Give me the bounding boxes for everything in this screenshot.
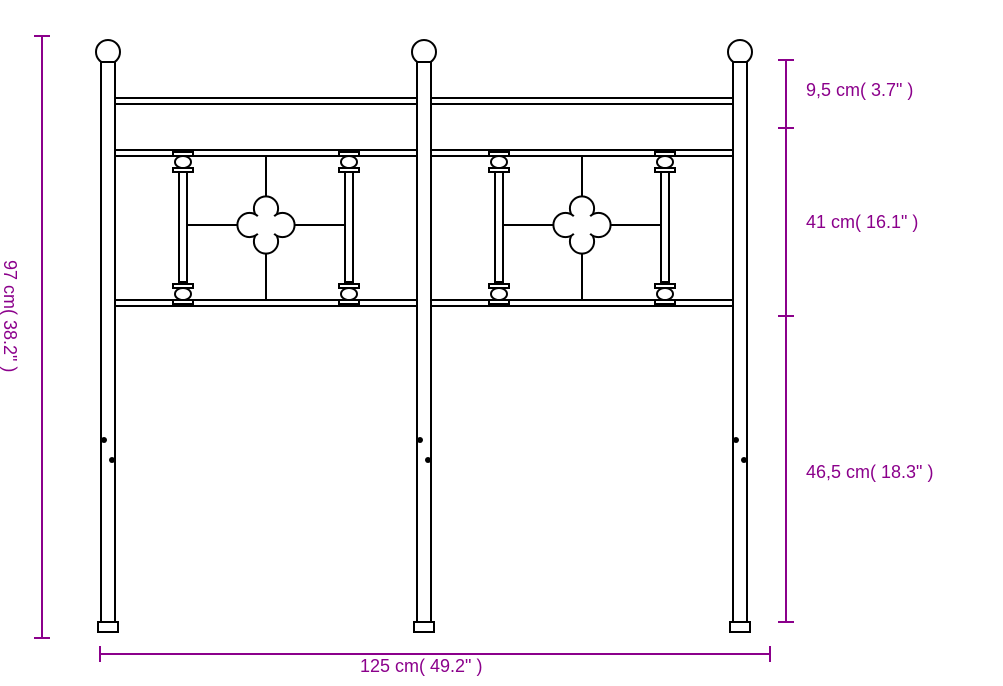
diagram-stage: 97 cm( 38.2" ) 125 cm( 49.2" ) 9,5 cm( 3… bbox=[0, 0, 1003, 686]
diagram-svg bbox=[0, 0, 1003, 686]
label-panel-height: 41 cm( 16.1" ) bbox=[806, 212, 918, 233]
label-top-gap: 9,5 cm( 3.7" ) bbox=[806, 80, 913, 101]
label-height-total: 97 cm( 38.2" ) bbox=[0, 260, 20, 372]
label-leg-height: 46,5 cm( 18.3" ) bbox=[806, 462, 933, 483]
label-width-total: 125 cm( 49.2" ) bbox=[360, 656, 482, 677]
